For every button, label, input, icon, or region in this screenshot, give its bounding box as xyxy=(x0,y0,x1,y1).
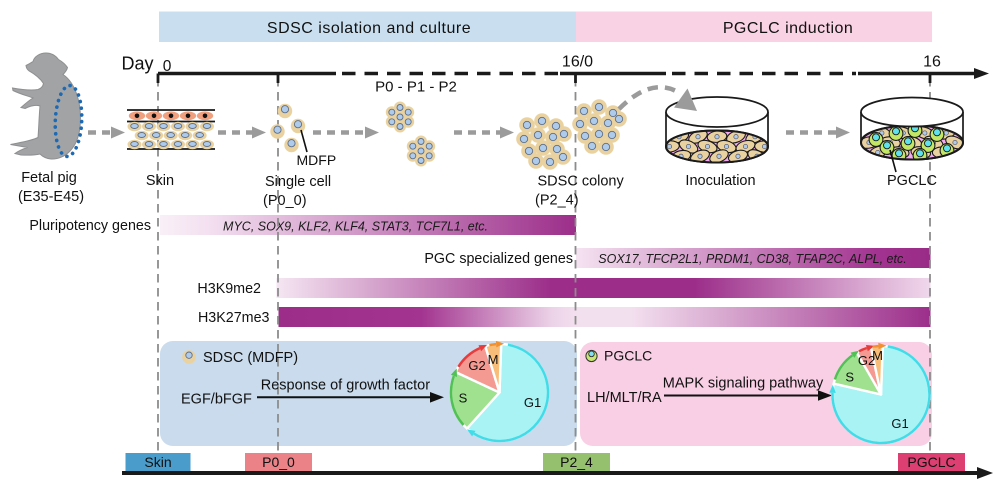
svg-text:G1: G1 xyxy=(524,395,541,410)
svg-text:P0 - P1 - P2: P0 - P1 - P2 xyxy=(375,79,457,96)
svg-text:PGCLC induction: PGCLC induction xyxy=(723,20,853,37)
svg-text:Skin: Skin xyxy=(146,173,174,189)
svg-text:(P0_0): (P0_0) xyxy=(263,193,307,209)
svg-text:Response of growth factor: Response of growth factor xyxy=(261,378,430,394)
svg-text:16: 16 xyxy=(923,54,941,71)
svg-text:SDSC isolation and culture: SDSC isolation and culture xyxy=(267,20,471,37)
svg-text:Single cell: Single cell xyxy=(265,174,331,190)
svg-text:Skin: Skin xyxy=(144,454,171,470)
svg-text:PGCLC: PGCLC xyxy=(604,348,652,364)
svg-text:G2: G2 xyxy=(858,353,875,368)
svg-text:PGCLC: PGCLC xyxy=(887,173,937,189)
svg-text:16/0: 16/0 xyxy=(562,54,593,71)
svg-text:SOX17, TFCP2L1, PRDM1, CD38, T: SOX17, TFCP2L1, PRDM1, CD38, TFAP2C, ALP… xyxy=(598,252,906,266)
svg-text:EGF/bFGF: EGF/bFGF xyxy=(181,392,252,408)
svg-text:M: M xyxy=(872,348,883,363)
svg-text:Day: Day xyxy=(122,54,154,74)
svg-text:G2: G2 xyxy=(468,358,485,373)
svg-text:LH/MLT/RA: LH/MLT/RA xyxy=(587,390,662,406)
svg-text:SDSC (MDFP): SDSC (MDFP) xyxy=(203,350,298,366)
svg-text:MYC, SOX9, KLF2, KLF4, STAT3,: MYC, SOX9, KLF2, KLF4, STAT3, TCF7L1, et… xyxy=(223,220,488,234)
svg-text:MAPK signaling pathway: MAPK signaling pathway xyxy=(663,376,824,392)
svg-text:P2_4: P2_4 xyxy=(560,454,593,470)
svg-text:G1: G1 xyxy=(891,416,908,431)
svg-text:SDSC colony: SDSC colony xyxy=(538,174,625,190)
svg-text:PGC specialized genes: PGC specialized genes xyxy=(424,251,573,267)
svg-text:(E35-E45): (E35-E45) xyxy=(18,189,84,205)
svg-text:H3K27me3: H3K27me3 xyxy=(198,310,270,326)
svg-text:H3K9me2: H3K9me2 xyxy=(197,281,261,297)
svg-text:Inoculation: Inoculation xyxy=(685,173,755,189)
svg-text:PGCLC: PGCLC xyxy=(907,454,955,470)
svg-text:0: 0 xyxy=(163,58,172,75)
svg-text:S: S xyxy=(459,391,468,406)
svg-text:(P2_4): (P2_4) xyxy=(535,193,579,209)
svg-text:M: M xyxy=(488,352,499,367)
svg-text:S: S xyxy=(845,370,854,385)
svg-text:Fetal pig: Fetal pig xyxy=(21,170,77,186)
svg-text:P0_0: P0_0 xyxy=(262,454,295,470)
svg-text:MDFP: MDFP xyxy=(297,152,337,168)
svg-text:Pluripotency genes: Pluripotency genes xyxy=(29,218,151,234)
